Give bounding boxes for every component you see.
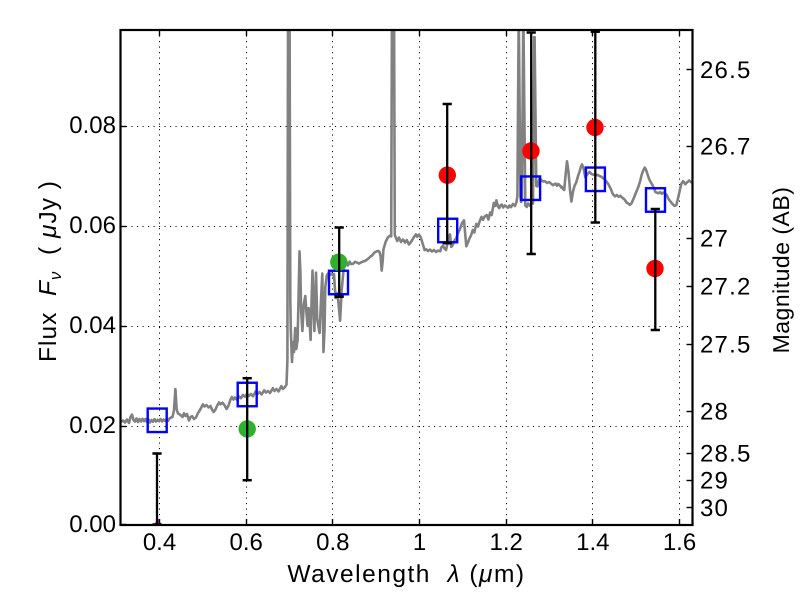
svg-text:1.6: 1.6 bbox=[663, 529, 696, 556]
svg-text:0.06: 0.06 bbox=[69, 212, 116, 239]
svg-text:0.04: 0.04 bbox=[69, 312, 116, 339]
svg-text:0.8: 0.8 bbox=[316, 529, 349, 556]
svg-text:27.5: 27.5 bbox=[700, 332, 752, 359]
svg-text:Flux Fν ( μJy ): Flux Fν ( μJy ) bbox=[35, 180, 65, 362]
svg-text:0.00: 0.00 bbox=[69, 511, 116, 538]
svg-text:Wavelength λ (μm): Wavelength λ (μm) bbox=[287, 561, 525, 588]
svg-text:28: 28 bbox=[700, 399, 729, 426]
svg-text:30: 30 bbox=[700, 495, 729, 522]
svg-text:26.5: 26.5 bbox=[700, 57, 752, 84]
svg-text:0.4: 0.4 bbox=[143, 529, 176, 556]
svg-text:0.08: 0.08 bbox=[69, 112, 116, 139]
svg-text:29: 29 bbox=[700, 467, 729, 494]
svg-text:0.02: 0.02 bbox=[69, 412, 116, 439]
svg-text:26.7: 26.7 bbox=[700, 134, 752, 161]
svg-text:1.2: 1.2 bbox=[490, 529, 523, 556]
svg-text:27.2: 27.2 bbox=[700, 274, 752, 301]
svg-text:1.4: 1.4 bbox=[576, 529, 609, 556]
svg-text:Magnitude (AB): Magnitude (AB) bbox=[768, 187, 794, 354]
svg-text:28.5: 28.5 bbox=[700, 441, 752, 468]
svg-text:1: 1 bbox=[413, 529, 426, 556]
svg-text:0.6: 0.6 bbox=[230, 529, 263, 556]
svg-text:27: 27 bbox=[700, 225, 729, 252]
